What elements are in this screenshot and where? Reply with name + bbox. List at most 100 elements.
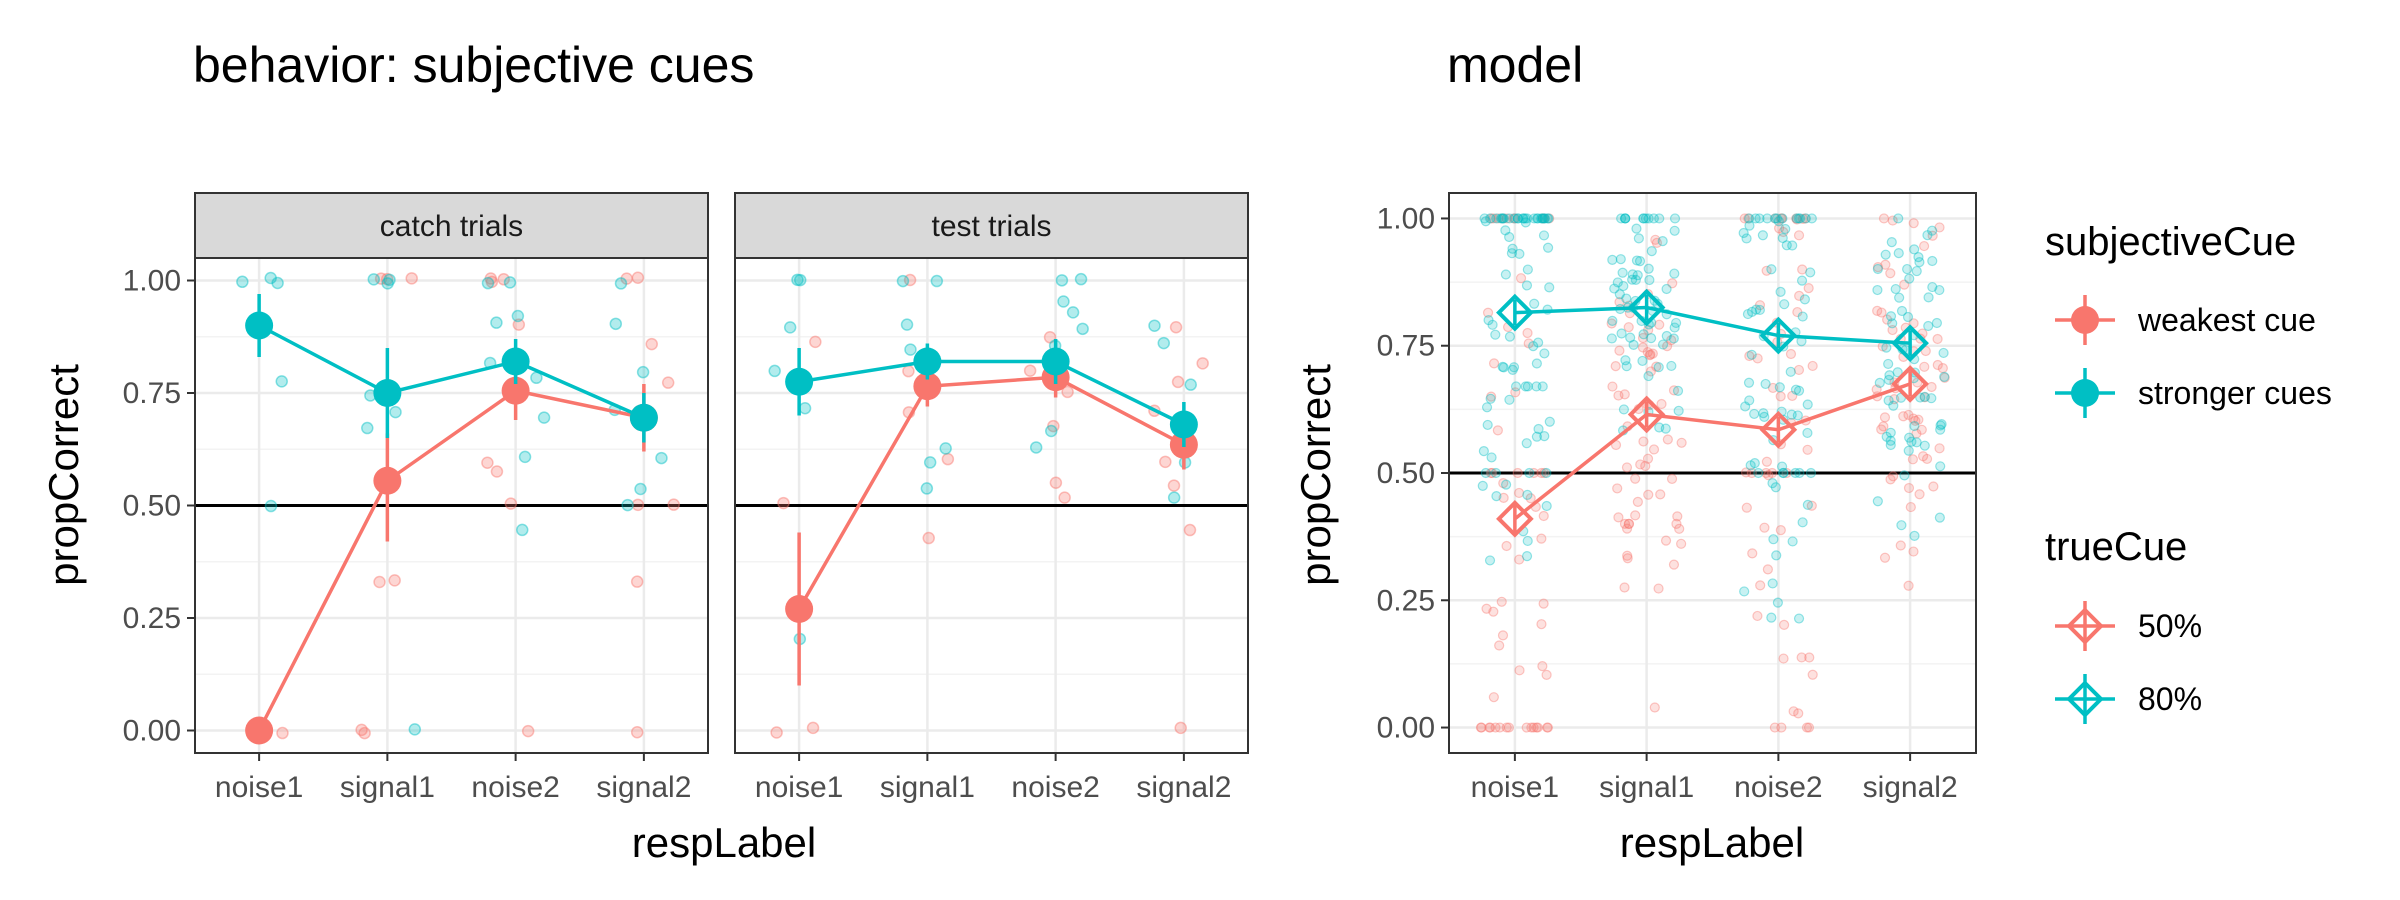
model-point-weak (1485, 722, 1496, 733)
model-point-strong (1531, 431, 1543, 442)
model-point-weak (1794, 290, 1805, 301)
model-point-strong (1487, 319, 1498, 330)
model-point-strong (1609, 283, 1620, 294)
model-point-strong (1745, 460, 1756, 471)
model-point-strong (1640, 213, 1651, 224)
model-point-strong (1922, 230, 1933, 241)
model-point-strong (1500, 225, 1511, 236)
model-point-strong (1653, 362, 1664, 373)
model-point-weak (1740, 467, 1752, 478)
model-point-strong (1517, 213, 1528, 224)
model-point-strong (1909, 420, 1920, 432)
model-point-weak (1932, 359, 1943, 371)
model-point-weak (1876, 424, 1887, 435)
y-tick-label: 0.25 (1377, 584, 1435, 617)
legend-key-80 (2055, 674, 2115, 724)
model-point-strong (1531, 358, 1542, 369)
model-point-weak (1775, 213, 1787, 224)
model-point-weak (1619, 389, 1630, 400)
raw-point-weak (484, 272, 498, 285)
model-point-weak (1493, 213, 1504, 224)
model-point-strong (1750, 213, 1761, 224)
model-point-weak (1528, 722, 1539, 733)
y-tick-label: 0.25 (123, 602, 181, 635)
x-tick-label: signal1 (880, 771, 975, 804)
model-point-weak (1662, 434, 1673, 445)
raw-point-weak (1058, 491, 1071, 504)
raw-point-weak (1174, 721, 1187, 735)
y-tick-label: 0.00 (1377, 712, 1435, 745)
model-point-strong (1793, 613, 1805, 624)
raw-point-weak (1171, 375, 1185, 389)
model-point-strong (1805, 467, 1817, 479)
model-point-strong (1746, 349, 1757, 360)
raw-point-strong (939, 442, 952, 455)
model-point-weak (1760, 467, 1772, 479)
model-point-weak (1614, 345, 1625, 356)
model-point-strong (1669, 225, 1680, 236)
model-point-weak (1475, 722, 1487, 733)
model-point-strong (1657, 339, 1669, 350)
model-point-strong (1927, 255, 1938, 267)
model-point-strong (1740, 401, 1751, 412)
model-point-strong (1661, 283, 1672, 295)
model-point-strong (1758, 408, 1769, 419)
model-point-strong (1539, 431, 1550, 442)
model-point-weak (1804, 652, 1815, 663)
model-point-weak (1536, 467, 1547, 479)
model-point-weak (1793, 230, 1805, 241)
model-point-strong (1654, 213, 1665, 224)
model-point-strong (1787, 536, 1798, 547)
model-point-weak (1642, 453, 1654, 464)
model-point-weak (1542, 722, 1554, 733)
model-point-strong (1529, 298, 1540, 309)
series-line-strong (798, 359, 1185, 427)
raw-point-weak (373, 575, 386, 589)
model-point-strong (1606, 333, 1617, 344)
model-point-strong (1914, 257, 1925, 268)
model-point-weak (1927, 230, 1938, 241)
model-point-weak (1490, 722, 1501, 733)
model-point-weak (1607, 381, 1618, 392)
model-point-weak (1928, 481, 1939, 492)
legend-label-stronger-cues: stronger cues (2138, 375, 2332, 411)
model-point-strong (1777, 213, 1788, 224)
model-point-weak (1899, 279, 1910, 290)
raw-point-strong (1044, 424, 1058, 438)
model-point-weak (1514, 665, 1525, 676)
model-point-weak (1668, 385, 1680, 396)
model-point-strong (1496, 213, 1508, 224)
model-point-strong (1500, 479, 1512, 490)
raw-point-strong (798, 402, 812, 415)
model-point-weak (1796, 652, 1807, 663)
model-point-weak (1781, 467, 1792, 479)
raw-point-strong (1167, 491, 1181, 504)
model-point-weak (1650, 234, 1661, 245)
model-point-strong (1638, 329, 1649, 340)
model-point-strong (1777, 461, 1788, 472)
model-point-strong (1507, 364, 1518, 375)
model-point-weak (1755, 580, 1766, 591)
panel-model: 0.00 0.25 0.50 0.75 1.00 noise1 signal1 noise2 s… (1377, 192, 1977, 804)
model-point-strong (1742, 308, 1754, 320)
x-tick-label: noise2 (1011, 771, 1099, 804)
model-point-strong (1672, 385, 1684, 396)
model-point-strong (1646, 246, 1657, 257)
model-point-weak (1762, 564, 1773, 575)
model-point-weak (1767, 467, 1778, 479)
model-point-strong (1477, 480, 1488, 492)
model-point-strong (1802, 499, 1813, 510)
model-point-weak (1606, 318, 1617, 329)
model-point-strong (1744, 395, 1755, 406)
legend-key-point (2071, 379, 2099, 407)
model-point-strong (1911, 265, 1922, 277)
legend-title-subjective: subjectiveCue (2045, 220, 2296, 264)
model-point-weak (1492, 425, 1503, 436)
legend-label-weakest-cue: weakest cue (2137, 302, 2316, 338)
model-point-weak (1908, 218, 1919, 229)
model-point-strong (1520, 217, 1531, 228)
model-point-strong (1666, 360, 1677, 372)
model-point-weak (1779, 619, 1790, 630)
model-point-strong (1760, 378, 1771, 390)
model-point-weak (1488, 213, 1499, 224)
